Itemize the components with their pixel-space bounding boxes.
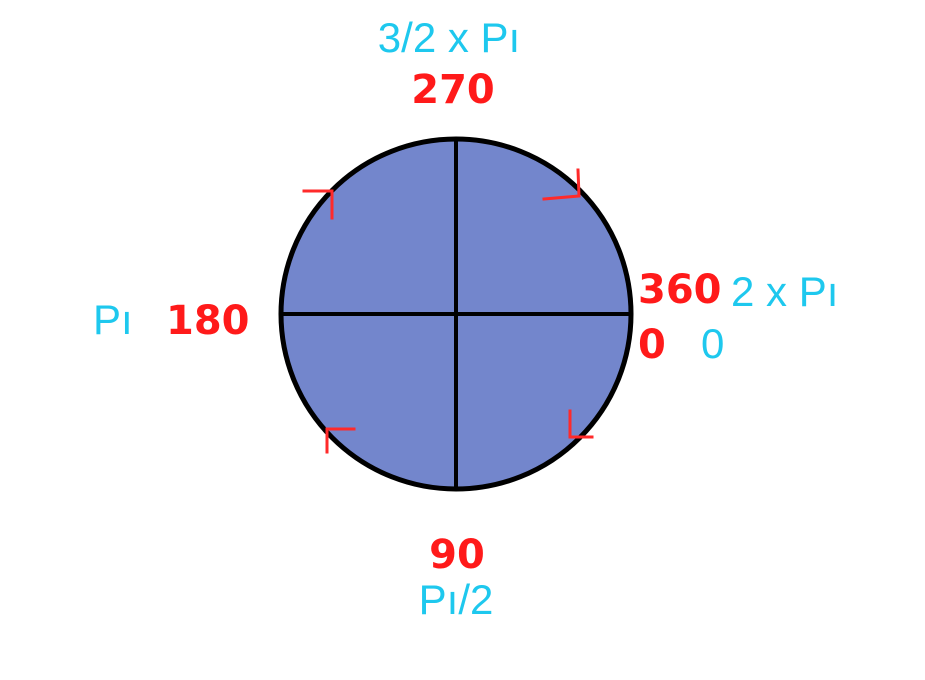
- left-degrees-label: 180: [166, 298, 250, 344]
- right-degrees-upper-label: 360: [638, 267, 722, 313]
- arrow-marker-top-right: [542, 168, 581, 201]
- top-degrees-label: 270: [411, 67, 495, 113]
- top-radians-label: 3/2 x Pı: [378, 14, 520, 61]
- arrow-marker-top-left: [302, 189, 334, 220]
- right-radians-lower-label: 0: [701, 320, 724, 367]
- arrow-marker-bottom-left: [325, 427, 356, 454]
- bottom-radians-label: Pı/2: [419, 576, 494, 623]
- right-radians-upper-label: 2 x Pı: [731, 268, 838, 315]
- left-radians-label: Pı: [93, 296, 133, 343]
- bottom-degrees-label: 90: [429, 532, 485, 578]
- right-degrees-lower-label: 0: [638, 322, 666, 368]
- arrow-marker-bottom-right: [568, 409, 594, 439]
